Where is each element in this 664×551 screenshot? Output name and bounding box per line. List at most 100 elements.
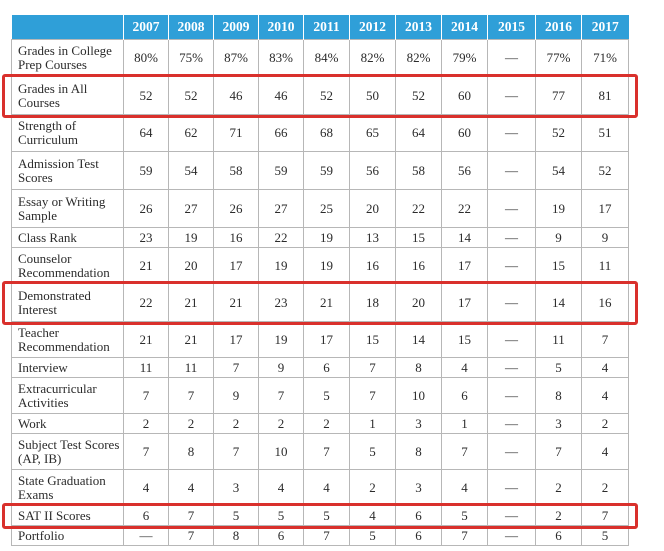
value-cell: 2 — [258, 413, 304, 434]
value-cell: 4 — [581, 433, 629, 470]
value-cell: 4 — [441, 469, 488, 506]
value-cell: 7 — [441, 525, 488, 546]
value-cell: 4 — [168, 469, 214, 506]
value-cell: 26 — [213, 189, 259, 228]
value-cell: 52 — [581, 151, 629, 190]
value-cell: 2 — [303, 413, 350, 434]
value-cell: 11 — [581, 247, 629, 284]
value-cell: 2 — [168, 413, 214, 434]
value-cell: 46 — [258, 76, 304, 115]
value-cell: 2 — [581, 469, 629, 506]
value-cell: 9 — [535, 227, 582, 248]
value-cell: 7 — [581, 505, 629, 526]
value-cell: 22 — [123, 283, 169, 322]
value-cell: 77 — [535, 76, 582, 115]
value-cell: 66 — [258, 114, 304, 152]
value-cell: 15 — [395, 227, 442, 248]
year-header: 2015 — [487, 15, 536, 40]
value-cell: 71 — [213, 114, 259, 152]
value-cell: 16 — [213, 227, 259, 248]
row-label: Admission Test Scores — [11, 151, 124, 190]
value-cell: 19 — [258, 321, 304, 358]
row-label-text: Subject Test Scores (AP, IB) — [18, 437, 120, 466]
value-cell: — — [487, 247, 536, 284]
value-cell: — — [487, 189, 536, 228]
table-row: SAT II Scores 6 7 5 5 5 4 6 5—2 7 — [11, 505, 629, 526]
value-cell: 64 — [395, 114, 442, 152]
table-row: Subject Test Scores (AP, IB) 7 8 7 10 7 5 8 7—7 4 — [11, 433, 629, 470]
value-cell: 19 — [168, 227, 214, 248]
value-cell: 27 — [258, 189, 304, 228]
table-row: Grades in All Courses 52 52 46 46 52 50 52 60—77… — [11, 76, 629, 115]
value-cell: 54 — [168, 151, 214, 190]
table-row: Extracurricular Activities 7 7 9 7 5 7 10 6—8 4 — [11, 377, 629, 414]
row-label: Work — [11, 413, 124, 434]
value-cell: 15 — [441, 321, 488, 358]
value-cell: 59 — [303, 151, 350, 190]
value-cell: 51 — [581, 114, 629, 152]
row-label-text: Interview — [18, 360, 68, 375]
value-cell: 60 — [441, 76, 488, 115]
value-cell: 7 — [535, 433, 582, 470]
value-cell: 6 — [441, 377, 488, 414]
value-cell: 19 — [258, 247, 304, 284]
row-label-text: Admission Test Scores — [18, 156, 99, 185]
year-header: 2012 — [349, 15, 396, 40]
row-label: Portfolio — [11, 525, 124, 546]
value-cell: 7 — [349, 357, 396, 378]
value-cell: 4 — [258, 469, 304, 506]
value-cell: 21 — [123, 321, 169, 358]
value-cell: 52 — [168, 76, 214, 115]
value-cell: 2 — [535, 469, 582, 506]
value-cell: 50 — [349, 76, 396, 115]
value-cell: 6 — [258, 525, 304, 546]
value-cell: 59 — [123, 151, 169, 190]
value-cell: 11 — [535, 321, 582, 358]
row-label-text: Extracurricular Activities — [18, 381, 97, 410]
value-cell: 56 — [441, 151, 488, 190]
year-header: 2008 — [168, 15, 214, 40]
value-cell: 5 — [535, 357, 582, 378]
row-label: Essay or Writing Sample — [11, 189, 124, 228]
value-cell: 1 — [349, 413, 396, 434]
value-cell: 4 — [441, 357, 488, 378]
value-cell: 4 — [581, 377, 629, 414]
row-label: Grades in All Courses — [11, 76, 124, 115]
value-cell: 19 — [303, 227, 350, 248]
value-cell: 7 — [441, 433, 488, 470]
value-cell: 18 — [349, 283, 396, 322]
value-cell: 81 — [581, 76, 629, 115]
value-cell: — — [487, 413, 536, 434]
value-cell: 21 — [213, 283, 259, 322]
table-row: Admission Test Scores 59 54 58 59 59 56 58 56—54… — [11, 151, 629, 190]
value-cell: 59 — [258, 151, 304, 190]
value-cell: 7 — [349, 377, 396, 414]
value-cell: — — [487, 114, 536, 152]
value-cell: 5 — [258, 505, 304, 526]
value-cell: 14 — [395, 321, 442, 358]
value-cell: 17 — [441, 247, 488, 284]
value-cell: 56 — [349, 151, 396, 190]
value-cell: 5 — [303, 377, 350, 414]
value-cell: 7 — [213, 357, 259, 378]
value-cell: 4 — [303, 469, 350, 506]
value-cell: — — [487, 505, 536, 526]
value-cell: 25 — [303, 189, 350, 228]
row-label-text: Work — [18, 416, 47, 431]
value-cell: 7 — [213, 433, 259, 470]
year-header: 2014 — [441, 15, 488, 40]
row-label: Interview — [11, 357, 124, 378]
value-cell: 68 — [303, 114, 350, 152]
value-cell: 23 — [123, 227, 169, 248]
value-cell: 52 — [535, 114, 582, 152]
value-cell: — — [487, 469, 536, 506]
value-cell: 14 — [441, 227, 488, 248]
year-header: 2017 — [581, 15, 629, 40]
value-cell: 4 — [581, 357, 629, 378]
value-cell: 20 — [168, 247, 214, 284]
value-cell: 7 — [168, 377, 214, 414]
value-cell: 3 — [213, 469, 259, 506]
value-cell: 5 — [349, 433, 396, 470]
value-cell: 17 — [581, 189, 629, 228]
value-cell: 4 — [123, 469, 169, 506]
